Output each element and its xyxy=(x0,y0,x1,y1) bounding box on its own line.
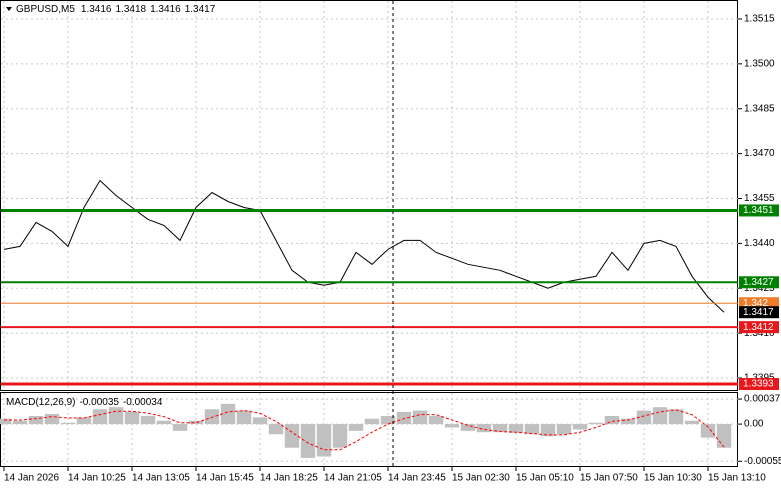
macd-bar xyxy=(140,415,156,425)
macd-bar xyxy=(252,417,268,425)
level-tag xyxy=(739,378,779,391)
macd-bar xyxy=(540,424,556,437)
macd-title: MACD(12,26,9) xyxy=(6,397,75,408)
macd-bar xyxy=(700,424,716,438)
macd-bar xyxy=(188,420,204,425)
macd-bar xyxy=(524,424,540,435)
level-label: 1.342 xyxy=(743,298,768,309)
level-label: 1.3451 xyxy=(743,205,774,216)
x-tick-label: 15 Jan 13:10 xyxy=(708,473,766,484)
macd-bar xyxy=(716,424,732,448)
x-tick-label: 14 Jan 23:45 xyxy=(388,473,446,484)
macd-bar xyxy=(476,424,492,433)
macd-bar xyxy=(0,418,12,425)
macd-bar xyxy=(124,411,140,425)
macd-bar xyxy=(364,418,380,425)
macd-panel xyxy=(0,392,738,467)
y-tick-label: 1.3410 xyxy=(744,328,775,339)
macd-bar xyxy=(300,424,316,458)
macd-bar xyxy=(60,422,76,425)
x-tick-label: 15 Jan 10:30 xyxy=(644,473,702,484)
y-tick-label: 1.3440 xyxy=(744,238,775,249)
chart-header: GBPUSD,M5 1.3416 1.3418 1.3416 1.3417 xyxy=(16,4,216,15)
macd-bar xyxy=(172,424,188,431)
close: 1.3417 xyxy=(185,4,216,15)
x-tick-label: 14 Jan 2026 xyxy=(4,473,59,484)
macd-bar xyxy=(572,424,588,430)
signal-value: -0.00034 xyxy=(123,397,163,408)
last-price-tag xyxy=(739,306,779,319)
main-panel xyxy=(0,0,738,391)
last-price-label: 1.3417 xyxy=(743,307,774,318)
level-tag xyxy=(739,321,779,334)
level-label: 1.3412 xyxy=(743,322,774,333)
macd-bar xyxy=(92,409,108,425)
macd-bar xyxy=(604,415,620,425)
symbol: GBPUSD,M5 xyxy=(16,4,75,15)
macd-bar xyxy=(460,424,476,431)
macd-bar xyxy=(636,410,652,425)
y-tick-label: 0.00 xyxy=(744,419,764,430)
y-tick-label: 1.3470 xyxy=(744,148,775,159)
x-tick-label: 14 Jan 13:05 xyxy=(132,473,190,484)
y-tick-label: 1.3485 xyxy=(744,103,775,114)
y-tick-label: 1.3500 xyxy=(744,58,775,69)
macd-bar xyxy=(508,424,524,433)
macd-bar xyxy=(236,410,252,425)
x-tick-label: 15 Jan 02:30 xyxy=(452,473,510,484)
y-tick-label: 1.3515 xyxy=(744,14,775,25)
macd-bar xyxy=(332,424,348,448)
macd-bar xyxy=(220,403,236,425)
x-tick-label: 14 Jan 15:45 xyxy=(196,473,254,484)
macd-bar xyxy=(108,407,124,425)
x-tick-label: 14 Jan 10:25 xyxy=(68,473,126,484)
macd-bar xyxy=(588,422,604,425)
high: 1.3418 xyxy=(116,4,147,15)
level-label: 1.3393 xyxy=(743,379,774,390)
level-tag xyxy=(739,276,779,289)
level-tag xyxy=(739,204,779,217)
macd-bar xyxy=(556,424,572,435)
x-tick-label: 14 Jan 21:05 xyxy=(324,473,382,484)
macd-bar xyxy=(76,417,92,425)
macd-bar xyxy=(668,409,684,425)
macd-bar xyxy=(444,424,460,428)
low: 1.3416 xyxy=(150,4,181,15)
y-tick-label: 1.3425 xyxy=(744,283,775,294)
x-tick-label: 15 Jan 05:10 xyxy=(516,473,574,484)
macd-bar xyxy=(492,424,508,433)
price-line xyxy=(3,179,725,313)
y-tick-label: 1.3455 xyxy=(744,193,775,204)
macd-bar xyxy=(268,424,284,435)
macd-bar xyxy=(412,410,428,425)
level-label: 1.3427 xyxy=(743,277,774,288)
macd-bar xyxy=(44,413,60,425)
signal-line xyxy=(4,409,725,451)
macd-bar xyxy=(28,415,44,425)
macd-bar xyxy=(396,411,412,425)
macd-bar xyxy=(284,424,300,448)
macd-bar xyxy=(652,407,668,425)
macd-value: -0.00035 xyxy=(79,397,119,408)
open: 1.3416 xyxy=(81,4,112,15)
macd-bar xyxy=(684,420,700,425)
macd-bar xyxy=(348,424,364,431)
macd-bar xyxy=(156,420,172,425)
menu-icon xyxy=(6,7,12,11)
y-tick-label: 0.00037 xyxy=(744,394,781,405)
macd-bar xyxy=(204,409,220,425)
macd-header: MACD(12,26,9) -0.00035 -0.00034 xyxy=(6,397,163,408)
macd-bar xyxy=(620,418,636,425)
x-tick-label: 14 Jan 18:25 xyxy=(260,473,318,484)
macd-bar xyxy=(428,415,444,425)
x-tick-label: 15 Jan 07:50 xyxy=(580,473,638,484)
macd-bar xyxy=(12,420,28,425)
macd-bar xyxy=(316,424,332,457)
y-tick-label: -0.00055 xyxy=(744,456,781,467)
macd-bar xyxy=(380,415,396,425)
